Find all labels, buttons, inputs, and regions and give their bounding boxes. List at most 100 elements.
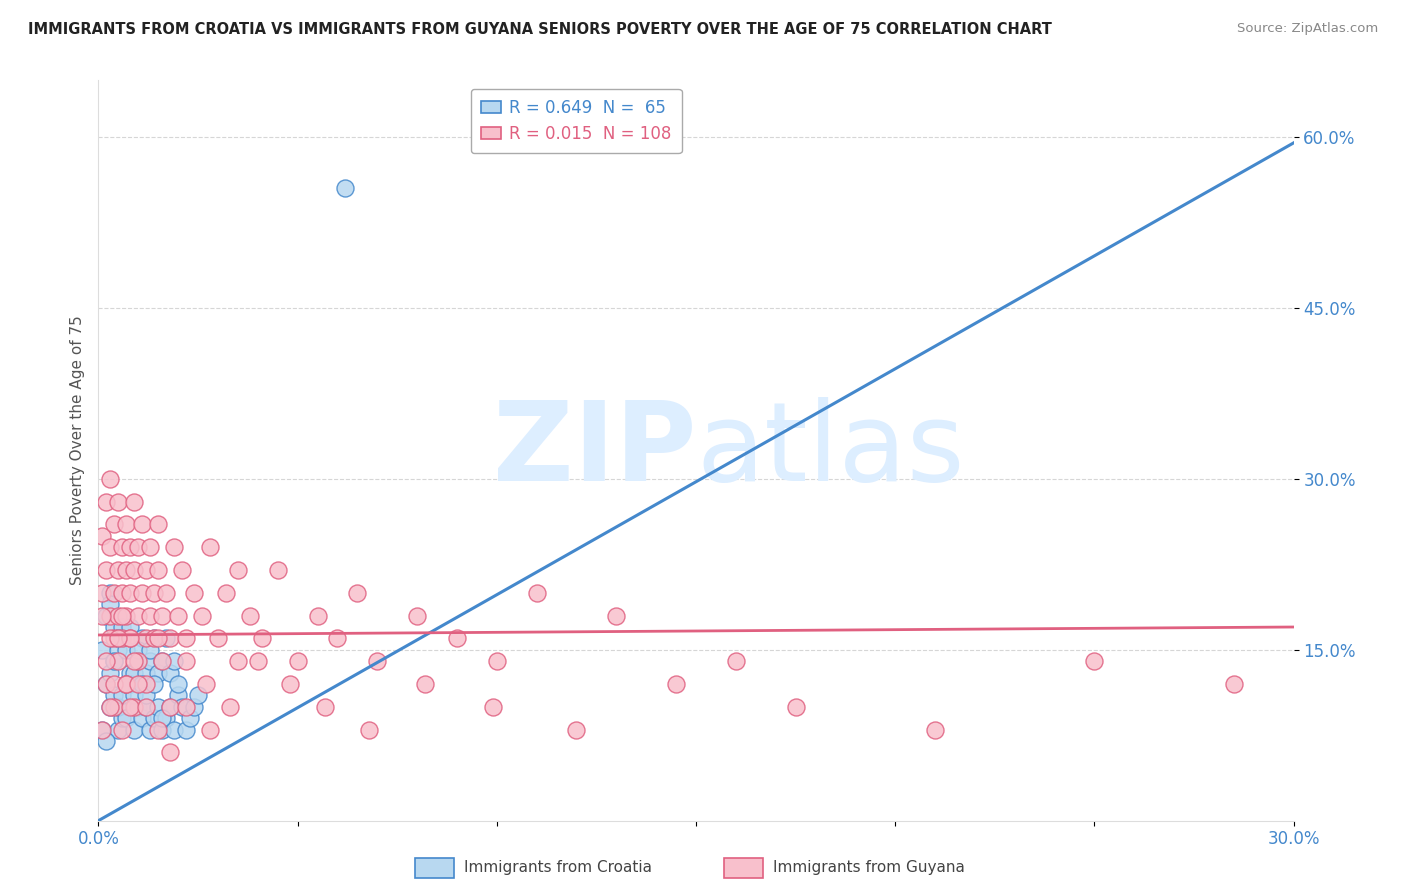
Point xyxy=(107,632,129,646)
Point xyxy=(226,654,249,668)
Point xyxy=(346,586,368,600)
Point xyxy=(150,711,173,725)
Point xyxy=(155,632,177,646)
Point xyxy=(131,586,153,600)
Point xyxy=(107,632,129,646)
Point xyxy=(124,654,146,668)
Point xyxy=(103,586,125,600)
Point xyxy=(120,586,142,600)
Point xyxy=(307,608,329,623)
Point xyxy=(98,586,122,600)
Point xyxy=(198,541,221,555)
Point xyxy=(143,677,166,691)
Point xyxy=(148,699,170,714)
Point xyxy=(167,689,190,703)
Point xyxy=(91,723,114,737)
Point xyxy=(139,654,162,668)
Point xyxy=(103,677,125,691)
Point xyxy=(485,654,508,668)
Point xyxy=(135,699,157,714)
Point xyxy=(139,642,162,657)
Point xyxy=(107,494,129,508)
Point xyxy=(96,677,118,691)
Point xyxy=(96,494,118,508)
Point xyxy=(111,689,134,703)
Point xyxy=(124,665,146,680)
Point xyxy=(124,494,146,508)
Point xyxy=(159,699,181,714)
Point xyxy=(111,632,134,646)
Point xyxy=(127,541,149,555)
Point xyxy=(246,654,269,668)
Point xyxy=(96,677,118,691)
Point xyxy=(174,699,197,714)
Point xyxy=(103,654,125,668)
Point xyxy=(167,677,190,691)
Point xyxy=(127,608,149,623)
Point xyxy=(107,642,129,657)
Point xyxy=(111,723,134,737)
Point xyxy=(127,642,149,657)
Point xyxy=(103,699,125,714)
Point xyxy=(150,608,173,623)
Point xyxy=(605,608,627,623)
Point xyxy=(150,654,173,668)
Point xyxy=(215,586,238,600)
Point xyxy=(120,699,142,714)
Point xyxy=(111,620,134,634)
Point xyxy=(148,517,170,532)
Point xyxy=(131,711,153,725)
Point xyxy=(143,632,166,646)
Point xyxy=(115,711,138,725)
Point xyxy=(179,711,201,725)
Point xyxy=(406,608,429,623)
Point xyxy=(98,472,122,486)
Point xyxy=(115,517,138,532)
Point xyxy=(98,632,122,646)
Point xyxy=(131,677,153,691)
Point xyxy=(91,586,114,600)
Point xyxy=(315,699,337,714)
Point xyxy=(1223,677,1246,691)
Point xyxy=(96,654,118,668)
Point xyxy=(167,608,190,623)
Point xyxy=(115,677,138,691)
Point xyxy=(174,723,197,737)
Point xyxy=(287,654,309,668)
Point xyxy=(103,517,125,532)
Point xyxy=(526,586,548,600)
Point xyxy=(665,677,688,691)
Point xyxy=(155,586,177,600)
Legend: R = 0.649  N =  65, R = 0.015  N = 108: R = 0.649 N = 65, R = 0.015 N = 108 xyxy=(471,88,682,153)
Point xyxy=(98,597,122,611)
Point xyxy=(250,632,273,646)
Point xyxy=(96,734,118,748)
Point xyxy=(107,699,129,714)
Point xyxy=(163,654,186,668)
Point xyxy=(198,723,221,737)
Text: Immigrants from Guyana: Immigrants from Guyana xyxy=(773,861,965,875)
Point xyxy=(115,642,138,657)
Point xyxy=(191,608,214,623)
Point xyxy=(163,723,186,737)
Point xyxy=(226,563,249,577)
Point xyxy=(159,745,181,759)
Point xyxy=(143,586,166,600)
Point xyxy=(120,665,142,680)
Point xyxy=(143,711,166,725)
Text: IMMIGRANTS FROM CROATIA VS IMMIGRANTS FROM GUYANA SENIORS POVERTY OVER THE AGE O: IMMIGRANTS FROM CROATIA VS IMMIGRANTS FR… xyxy=(28,22,1052,37)
Point xyxy=(127,699,149,714)
Point xyxy=(111,632,134,646)
Point xyxy=(115,563,138,577)
Point xyxy=(124,723,146,737)
Point xyxy=(127,654,149,668)
Point xyxy=(183,699,205,714)
Point xyxy=(785,699,807,714)
Point xyxy=(111,711,134,725)
Point xyxy=(120,541,142,555)
Point xyxy=(335,181,357,195)
Point xyxy=(103,632,125,646)
Point xyxy=(120,632,142,646)
Point xyxy=(174,632,197,646)
Point xyxy=(195,677,218,691)
